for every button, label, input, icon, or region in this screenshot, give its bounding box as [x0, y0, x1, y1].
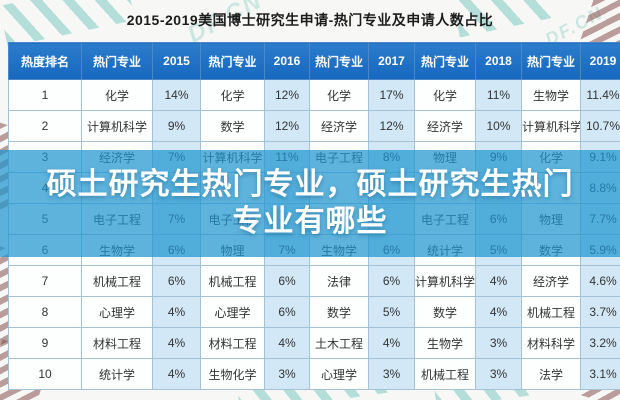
major-cell: 经济学: [521, 265, 581, 297]
major-cell: 生物学: [414, 327, 476, 359]
percent-cell: 5%: [368, 296, 415, 328]
percent-cell: 4%: [264, 327, 310, 359]
page-title: 2015-2019美国博士研究生申请-热门专业及申请人数占比: [126, 12, 494, 28]
major-cell: 机械工程: [200, 265, 265, 297]
caption-overlay-banner: 硕土研究生热门专业，硕土研究生热门 专业有哪些: [0, 150, 620, 257]
percent-cell: 11%: [475, 79, 522, 111]
major-cell: 土木工程: [309, 327, 369, 359]
major-cell: 材料工程: [200, 327, 265, 359]
column-header: 热门专业: [521, 42, 581, 80]
major-cell: 法学: [521, 358, 581, 390]
table-row: 8 心理学 4% 心理学 6% 数学 5% 数学 4% 机械工程 3.7%: [8, 296, 620, 328]
percent-cell: 3.2%: [580, 327, 620, 359]
percent-cell: 12%: [264, 79, 310, 111]
major-cell: 化学: [81, 79, 153, 111]
column-header: 热度排名: [8, 42, 82, 80]
percent-cell: 6%: [152, 265, 201, 297]
percent-cell: 12%: [264, 110, 310, 142]
percent-cell: 4%: [152, 296, 201, 328]
column-header: 2016: [264, 42, 310, 80]
major-cell: 生物化学: [200, 358, 265, 390]
percent-cell: 4%: [475, 296, 522, 328]
column-header: 热门专业: [200, 42, 265, 80]
column-header: 2018: [475, 42, 522, 80]
percent-cell: 10.7%: [580, 110, 620, 142]
column-header: 热门专业: [309, 42, 369, 80]
major-cell: 数学: [309, 296, 369, 328]
rank-cell: 8: [8, 296, 82, 328]
major-cell: 心理学: [81, 296, 153, 328]
rank-cell: 10: [8, 358, 82, 390]
percent-cell: 9%: [152, 110, 201, 142]
percent-cell: 10%: [475, 110, 522, 142]
major-cell: 化学: [200, 79, 265, 111]
percent-cell: 4.6%: [580, 265, 620, 297]
rank-cell: 2: [8, 110, 82, 142]
major-cell: 材料科学: [521, 327, 581, 359]
table-row: 10 统计学 4% 生物化学 3% 心理学 3% 机械工程 3% 法学 3.1%: [8, 358, 620, 390]
table-row: 9 材料工程 4% 材料工程 4% 土木工程 4% 生物学 3% 材料科学 3.2%: [8, 327, 620, 359]
major-cell: 机械工程: [81, 265, 153, 297]
percent-cell: 3%: [475, 358, 522, 390]
major-cell: 化学: [309, 79, 369, 111]
column-header: 热门专业: [414, 42, 476, 80]
major-cell: 计算机科学: [414, 265, 476, 297]
caption-line-1: 硕土研究生热门专业，硕土研究生热门: [46, 168, 574, 201]
percent-cell: 14%: [152, 79, 201, 111]
percent-cell: 6%: [264, 265, 310, 297]
percent-cell: 3.1%: [580, 358, 620, 390]
percent-cell: 4%: [152, 327, 201, 359]
rank-cell: 7: [8, 265, 82, 297]
major-cell: 化学: [414, 79, 476, 111]
column-header: 2019: [580, 42, 620, 80]
percent-cell: 6%: [368, 265, 415, 297]
caption-line-2: 专业有哪些: [232, 204, 388, 238]
major-cell: 统计学: [81, 358, 153, 390]
percent-cell: 12%: [368, 110, 415, 142]
major-cell: 生物学: [521, 79, 581, 111]
percent-cell: 11.4%: [580, 79, 620, 111]
column-header: 2015: [152, 42, 201, 80]
major-cell: 机械工程: [414, 358, 476, 390]
table-header-row: 热度排名 热门专业 2015 热门专业 2016 热门专业 2017 热门专业 2018 热门专业…: [8, 42, 620, 80]
major-cell: 计算机科学: [521, 110, 581, 142]
percent-cell: 4%: [475, 265, 522, 297]
major-cell: 法律: [309, 265, 369, 297]
percent-cell: 3%: [368, 358, 415, 390]
percent-cell: 4%: [368, 327, 415, 359]
major-cell: 经济学: [414, 110, 476, 142]
major-cell: 心理学: [200, 296, 265, 328]
major-cell: 数学: [414, 296, 476, 328]
percent-cell: 6%: [264, 296, 310, 328]
percent-cell: 17%: [368, 79, 415, 111]
rank-cell: 9: [8, 327, 82, 359]
percent-cell: 3%: [264, 358, 310, 390]
major-cell: 心理学: [309, 358, 369, 390]
table-row: 1 化学 14% 化学 12% 化学 17% 化学 11% 生物学 11.4%: [8, 79, 620, 111]
major-cell: 数学: [200, 110, 265, 142]
table-row: 2 计算机科学 9% 数学 12% 经济学 12% 经济学 10% 计算机科学 10.7%: [8, 110, 620, 142]
rank-cell: 1: [8, 79, 82, 111]
percent-cell: 3%: [475, 327, 522, 359]
major-cell: 材料工程: [81, 327, 153, 359]
major-cell: 机械工程: [521, 296, 581, 328]
column-header: 热门专业: [81, 42, 153, 80]
column-header: 2017: [368, 42, 415, 80]
percent-cell: 3.7%: [580, 296, 620, 328]
table-row: 7 机械工程 6% 机械工程 6% 法律 6% 计算机科学 4% 经济学 4.6%: [8, 265, 620, 297]
major-cell: 计算机科学: [81, 110, 153, 142]
major-cell: 经济学: [309, 110, 369, 142]
percent-cell: 4%: [152, 358, 201, 390]
